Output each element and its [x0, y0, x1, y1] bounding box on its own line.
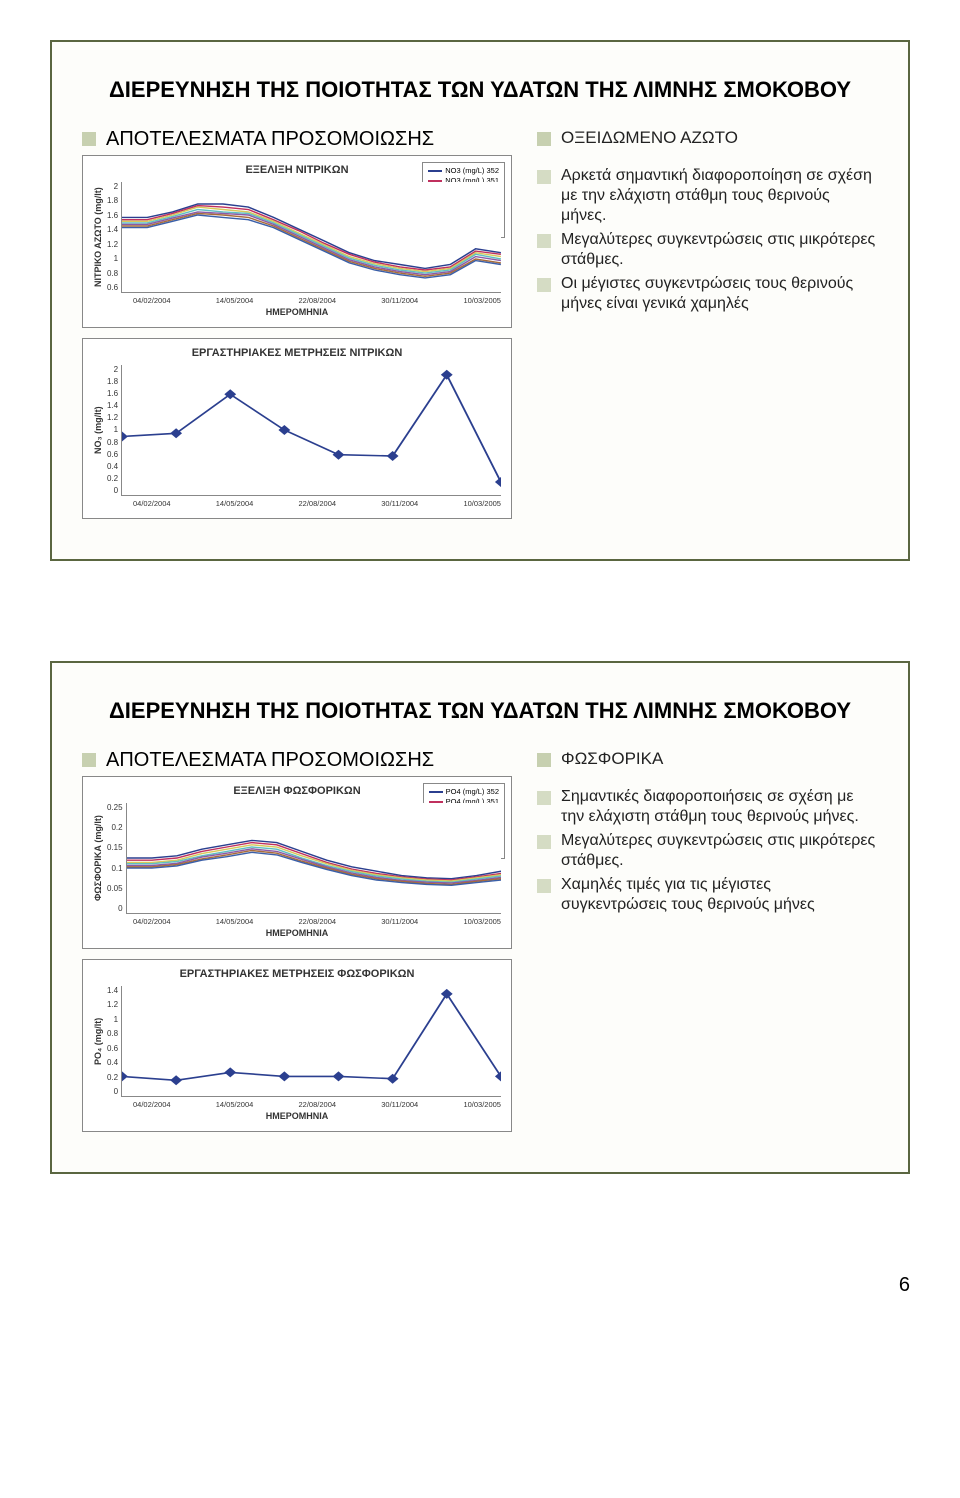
ylabel: ΦΩΣΦΟΡΙΚΑ (mg/lt): [93, 803, 103, 914]
bullet-icon: [537, 170, 551, 184]
page-number: 6: [50, 1274, 910, 1297]
bullet-icon: [537, 132, 551, 146]
plot-area: [121, 986, 501, 1097]
bullet-text: Χαμηλές τιμές για τις μέγιστες συγκεντρώ…: [561, 875, 878, 915]
slide1-chart1: ΕΞΕΛΙΞΗ ΝΙΤΡΙΚΩΝ NO3 (mg/L) 352NO3 (mg/L…: [82, 155, 512, 328]
ylabel: ΝΙΤΡΙΚΟ ΑΖΩΤΟ (mg/lt): [93, 182, 103, 293]
xlabel: ΗΜΕΡΟΜΗΝΙΑ: [93, 928, 501, 938]
slide2-title: ΔΙΕΡΕΥΝΗΣΗ ΤΗΣ ΠΟΙΟΤΗΤΑΣ ΤΩΝ ΥΔΑΤΩΝ ΤΗΣ …: [82, 698, 878, 724]
plot-area: [126, 803, 501, 914]
xlabel: ΗΜΕΡΟΜΗΝΙΑ: [93, 307, 501, 317]
xaxis: 04/02/200414/05/200422/08/200430/11/2004…: [133, 499, 501, 508]
chart-title: ΕΡΓΑΣΤΗΡΙΑΚΕΣ ΜΕΤΡΗΣΕΙΣ ΝΙΤΡΙΚΩΝ: [93, 347, 501, 359]
yaxis: 0.250.20.150.10.050: [107, 803, 126, 913]
bullet-icon: [537, 791, 551, 805]
bullet-icon: [537, 753, 551, 767]
bullet-text: Αρκετά σημαντική διαφοροποίηση σε σχέση …: [561, 166, 878, 226]
chart-title: ΕΡΓΑΣΤΗΡΙΑΚΕΣ ΜΕΤΡΗΣΕΙΣ ΦΩΣΦΟΡΙΚΩΝ: [93, 968, 501, 980]
yaxis: 21.81.61.41.210.80.6: [107, 182, 121, 292]
bullet-icon: [537, 835, 551, 849]
bullet-icon: [537, 278, 551, 292]
slide1-right-head: ΟΞΕΙΔΩΜΕΝΟ ΑΖΩΤΟ: [561, 128, 738, 148]
slide2-section-head: ΑΠΟΤΕΛΕΣΜΑΤΑ ΠΡΟΣΟΜΟΙΩΣΗΣ: [106, 749, 434, 772]
xaxis: 04/02/200414/05/200422/08/200430/11/2004…: [133, 296, 501, 305]
ylabel: NO₃ (mg/lt): [93, 365, 103, 496]
plot-area: [121, 182, 501, 293]
slide1-section-head: ΑΠΟΤΕΛΕΣΜΑΤΑ ΠΡΟΣΟΜΟΙΩΣΗΣ: [106, 128, 434, 151]
slide1-chart2: ΕΡΓΑΣΤΗΡΙΑΚΕΣ ΜΕΤΡΗΣΕΙΣ ΝΙΤΡΙΚΩΝ NO₃ (mg…: [82, 338, 512, 519]
bullet-text: Οι μέγιστες συγκεντρώσεις τους θερινούς …: [561, 274, 878, 314]
slide2-right-head: ΦΩΣΦΟΡΙΚΑ: [561, 749, 663, 769]
bullet-icon: [537, 234, 551, 248]
yaxis: 21.81.61.41.210.80.60.40.20: [107, 365, 121, 495]
yaxis: 1.41.210.80.60.40.20: [107, 986, 121, 1096]
bullet-icon: [537, 879, 551, 893]
xlabel: ΗΜΕΡΟΜΗΝΙΑ: [93, 1111, 501, 1121]
bullet-icon: [82, 753, 96, 767]
xaxis: 04/02/200414/05/200422/08/200430/11/2004…: [133, 917, 501, 926]
slide1-title: ΔΙΕΡΕΥΝΗΣΗ ΤΗΣ ΠΟΙΟΤΗΤΑΣ ΤΩΝ ΥΔΑΤΩΝ ΤΗΣ …: [82, 77, 878, 103]
ylabel: PO₄ (mg/lt): [93, 986, 103, 1097]
bullet-text: Σημαντικές διαφοροποιήσεις σε σχέση με τ…: [561, 787, 878, 827]
bullet-text: Μεγαλύτερες συγκεντρώσεις στις μικρότερε…: [561, 831, 878, 871]
bullet-text: Μεγαλύτερες συγκεντρώσεις στις μικρότερε…: [561, 230, 878, 270]
slide2-chart1: ΕΞΕΛΙΞΗ ΦΩΣΦΟΡΙΚΩΝ PO4 (mg/L) 352PO4 (mg…: [82, 776, 512, 949]
bullet-icon: [82, 132, 96, 146]
xaxis: 04/02/200414/05/200422/08/200430/11/2004…: [133, 1100, 501, 1109]
slide-2: ΔΙΕΡΕΥΝΗΣΗ ΤΗΣ ΠΟΙΟΤΗΤΑΣ ΤΩΝ ΥΔΑΤΩΝ ΤΗΣ …: [50, 661, 910, 1174]
plot-area: [121, 365, 501, 496]
slide-1: ΔΙΕΡΕΥΝΗΣΗ ΤΗΣ ΠΟΙΟΤΗΤΑΣ ΤΩΝ ΥΔΑΤΩΝ ΤΗΣ …: [50, 40, 910, 561]
slide2-chart2: ΕΡΓΑΣΤΗΡΙΑΚΕΣ ΜΕΤΡΗΣΕΙΣ ΦΩΣΦΟΡΙΚΩΝ PO₄ (…: [82, 959, 512, 1132]
